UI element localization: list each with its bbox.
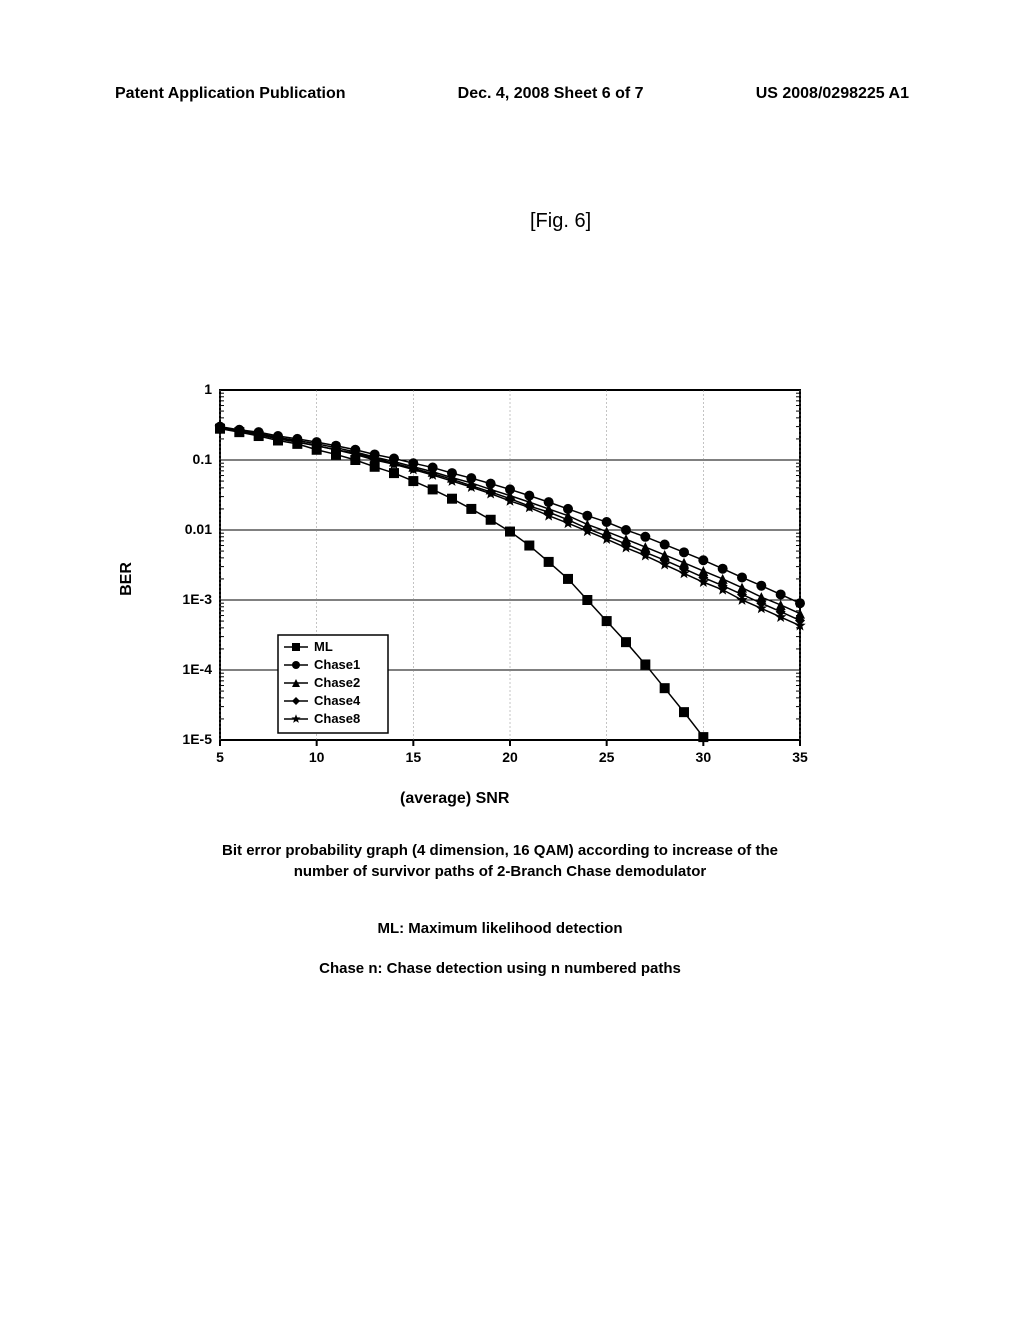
svg-text:1E-5: 1E-5 <box>182 731 212 747</box>
caption-main: Bit error probability graph (4 dimension… <box>220 840 780 882</box>
x-axis-label: (average) SNR <box>400 790 509 808</box>
svg-text:10: 10 <box>309 749 325 765</box>
svg-text:Chase2: Chase2 <box>314 675 360 690</box>
header-left: Patent Application Publication <box>115 85 346 103</box>
svg-text:30: 30 <box>696 749 712 765</box>
svg-text:25: 25 <box>599 749 615 765</box>
y-axis-label: BER <box>118 562 136 596</box>
svg-text:Chase4: Chase4 <box>314 693 361 708</box>
caption-sub1: ML: Maximum likelihood detection <box>220 920 780 937</box>
svg-text:0.01: 0.01 <box>185 521 212 537</box>
svg-text:1E-4: 1E-4 <box>182 661 212 677</box>
svg-text:20: 20 <box>502 749 518 765</box>
svg-text:15: 15 <box>406 749 422 765</box>
svg-text:Chase8: Chase8 <box>314 711 360 726</box>
svg-text:Chase1: Chase1 <box>314 657 360 672</box>
svg-text:35: 35 <box>792 749 808 765</box>
ber-chart: 1 0.1 0.01 1E-3 1E-4 1E-55 10 15 20 25 30 35 ML Chase… <box>150 380 810 780</box>
page-header: Patent Application Publication Dec. 4, 2… <box>0 0 1024 103</box>
svg-text:0.1: 0.1 <box>193 451 213 467</box>
figure-label: [Fig. 6] <box>530 210 591 233</box>
chart-svg: 1 0.1 0.01 1E-3 1E-4 1E-55 10 15 20 25 30 35 ML Chase… <box>150 380 810 780</box>
svg-text:1E-3: 1E-3 <box>182 591 212 607</box>
svg-text:1: 1 <box>204 381 212 397</box>
header-right: US 2008/0298225 A1 <box>756 85 909 103</box>
svg-text:5: 5 <box>216 749 224 765</box>
svg-text:ML: ML <box>314 639 333 654</box>
header-center: Dec. 4, 2008 Sheet 6 of 7 <box>458 85 644 103</box>
caption-sub2: Chase n: Chase detection using n numbere… <box>220 960 780 977</box>
